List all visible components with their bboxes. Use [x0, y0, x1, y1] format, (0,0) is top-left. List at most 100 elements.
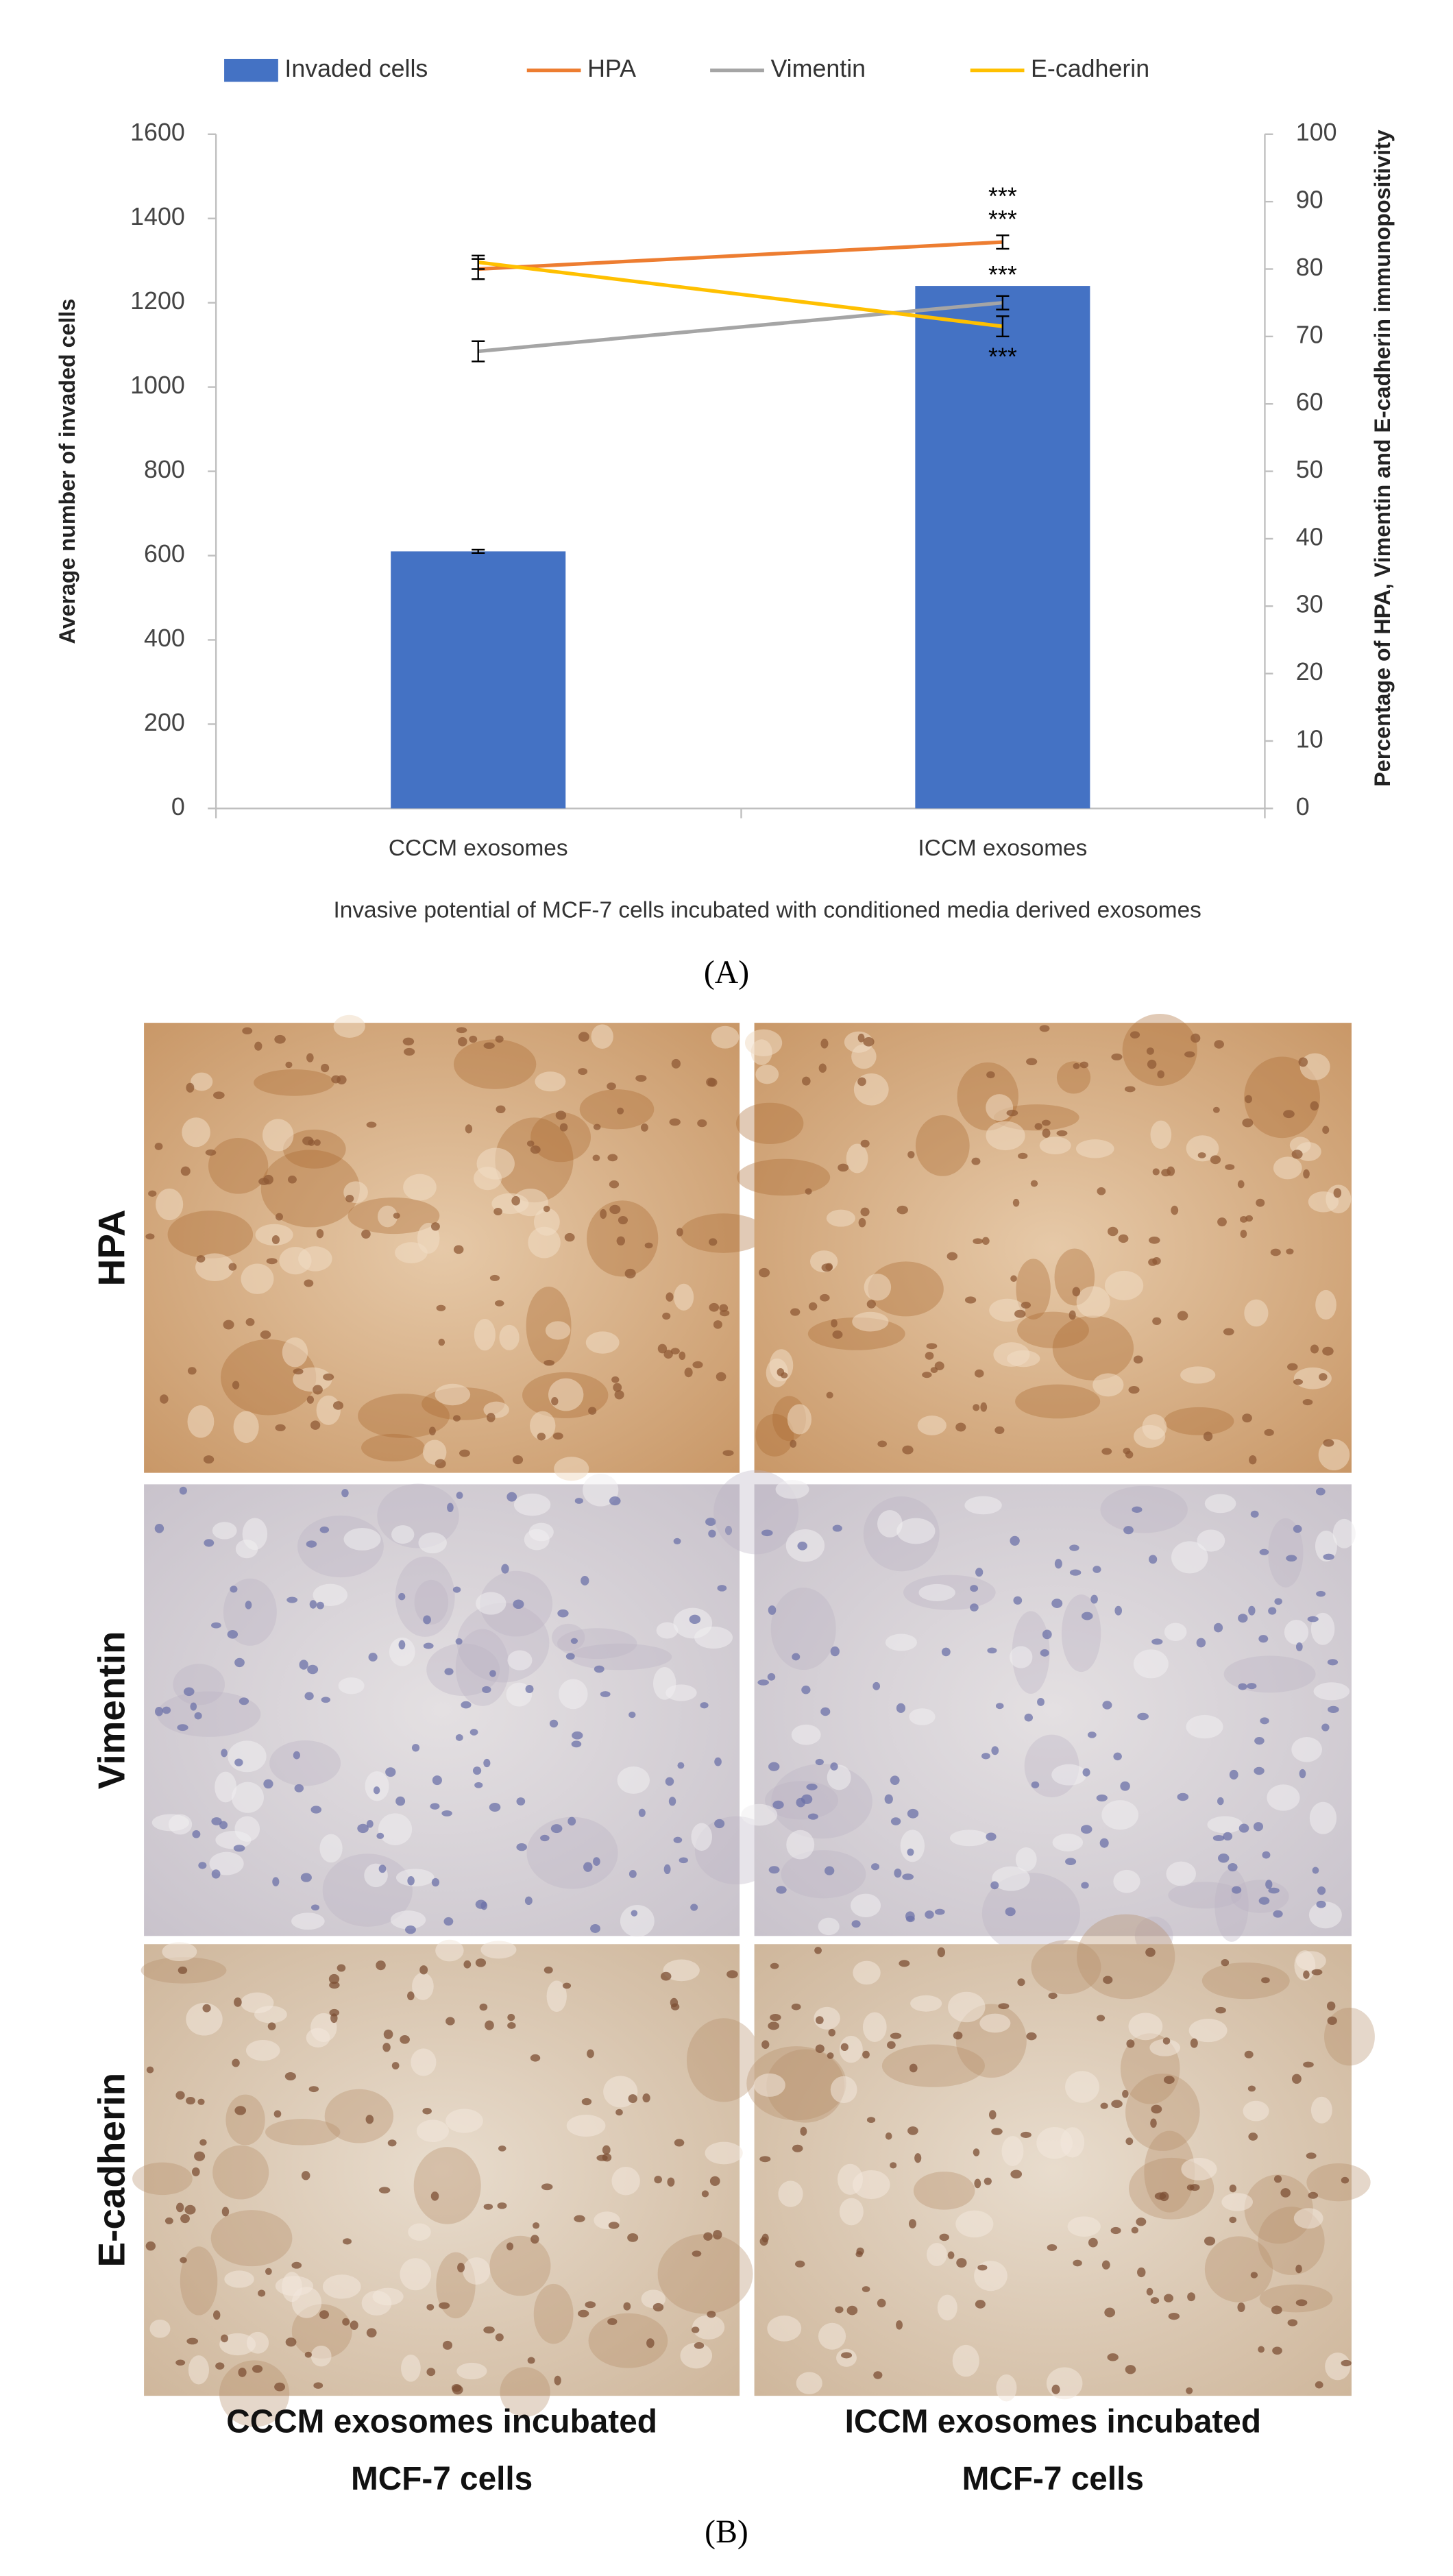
nucleus [215, 2362, 225, 2370]
nucleus [489, 1274, 500, 1281]
nucleus [652, 2302, 664, 2312]
cell-body [298, 1246, 332, 1272]
cell-body [1092, 1373, 1124, 1397]
nucleus [196, 1255, 206, 1263]
nucleus [1024, 1713, 1034, 1722]
cell-body [186, 2002, 223, 2036]
nucleus [1154, 2192, 1167, 2200]
nucleus [825, 1263, 833, 1271]
cell-body [401, 2354, 421, 2382]
nucleus [925, 1352, 934, 1360]
cell-body [1104, 1270, 1144, 1300]
cell-body [395, 1869, 435, 1887]
cell-body [162, 1942, 197, 1961]
cell-body [796, 2372, 822, 2394]
nucleus [676, 1228, 683, 1237]
stain-blotch [588, 2313, 668, 2368]
cell-body [656, 1622, 679, 1639]
nucleus [551, 1397, 559, 1406]
nucleus [1214, 1040, 1224, 1049]
nucleus [307, 1664, 319, 1675]
cell-body [837, 2163, 863, 2195]
cell-body [986, 1121, 1025, 1151]
nucleus [1137, 2267, 1146, 2278]
nucleus [776, 1886, 787, 1894]
nucleus [1260, 1717, 1269, 1725]
nucleus [1295, 2264, 1302, 2274]
cell-body [1010, 1646, 1033, 1668]
nucleus [1122, 2089, 1129, 2098]
nucleus [964, 1296, 977, 1304]
nucleus [1072, 1287, 1081, 1297]
nucleus [1244, 2050, 1254, 2058]
stain-blotch [1144, 2130, 1195, 2213]
nucleus [160, 1394, 169, 1404]
cell-body [378, 1205, 398, 1228]
nucleus [947, 1252, 958, 1261]
nucleus [227, 1629, 239, 1639]
nucleus [544, 1359, 555, 1366]
y2-tick-label: 40 [1296, 523, 1323, 550]
nucleus [1037, 1698, 1045, 1706]
stain-blotch [1031, 1940, 1101, 1995]
nucleus [395, 1796, 406, 1806]
nucleus [1108, 1226, 1119, 1237]
nucleus [366, 1121, 377, 1128]
nucleus [1021, 1301, 1031, 1309]
nucleus [1126, 2039, 1135, 2048]
nucleus [815, 1758, 824, 1766]
cell-body [445, 2109, 483, 2133]
cell-body [680, 2342, 713, 2369]
nucleus [1101, 1448, 1112, 1455]
nucleus [155, 1707, 163, 1716]
nucleus [981, 1237, 990, 1246]
nucleus [533, 2222, 540, 2229]
nucleus [1291, 1150, 1303, 1159]
cell-body [476, 1592, 506, 1615]
cell-body [1267, 1784, 1300, 1811]
cell-body [333, 1014, 365, 1038]
stain-blotch [212, 2145, 269, 2200]
nucleus [611, 1376, 620, 1383]
nucleus [474, 1782, 483, 1788]
stain-blotch [489, 2235, 551, 2296]
nucleus [692, 2250, 702, 2257]
nucleus [544, 1966, 553, 1974]
cell-body [917, 1415, 947, 1435]
nucleus [1238, 1614, 1248, 1623]
nucleus [1237, 1180, 1245, 1189]
nucleus [1316, 1900, 1326, 1908]
cell-body [533, 1208, 560, 1236]
nucleus [321, 1697, 331, 1703]
cell-body [692, 2315, 725, 2340]
cell-body [548, 1378, 584, 1411]
nucleus [984, 2177, 992, 2185]
cell-body [310, 2345, 332, 2367]
cell-body [663, 1959, 700, 1982]
cell-body [390, 1910, 426, 1930]
nucleus [590, 1924, 600, 1933]
nucleus [953, 2031, 963, 2040]
nucleus [1031, 1781, 1040, 1788]
nucleus [306, 1053, 314, 1062]
nucleus [309, 1600, 317, 1609]
cell-body [241, 1992, 274, 2013]
nucleus [1221, 1958, 1230, 1967]
cell-body [1186, 1135, 1219, 1162]
stain-blotch [426, 1643, 500, 1697]
micrograph-grid [132, 1014, 1375, 2427]
stain-blotch [915, 1115, 970, 1176]
nucleus [1013, 1596, 1023, 1605]
nucleus [398, 1640, 406, 1650]
nucleus [1265, 1880, 1273, 1889]
nucleus [1079, 1061, 1089, 1069]
cell-body [1291, 1737, 1323, 1762]
cell-body [182, 1117, 210, 1147]
stain-blotch [358, 1394, 450, 1438]
cell-body [877, 1509, 903, 1538]
column-label: ICCM exosomes incubated [845, 2403, 1261, 2440]
nucleus [1229, 1769, 1238, 1780]
nucleus [1322, 1126, 1330, 1134]
nucleus [162, 1706, 171, 1714]
nucleus [192, 1830, 201, 1838]
